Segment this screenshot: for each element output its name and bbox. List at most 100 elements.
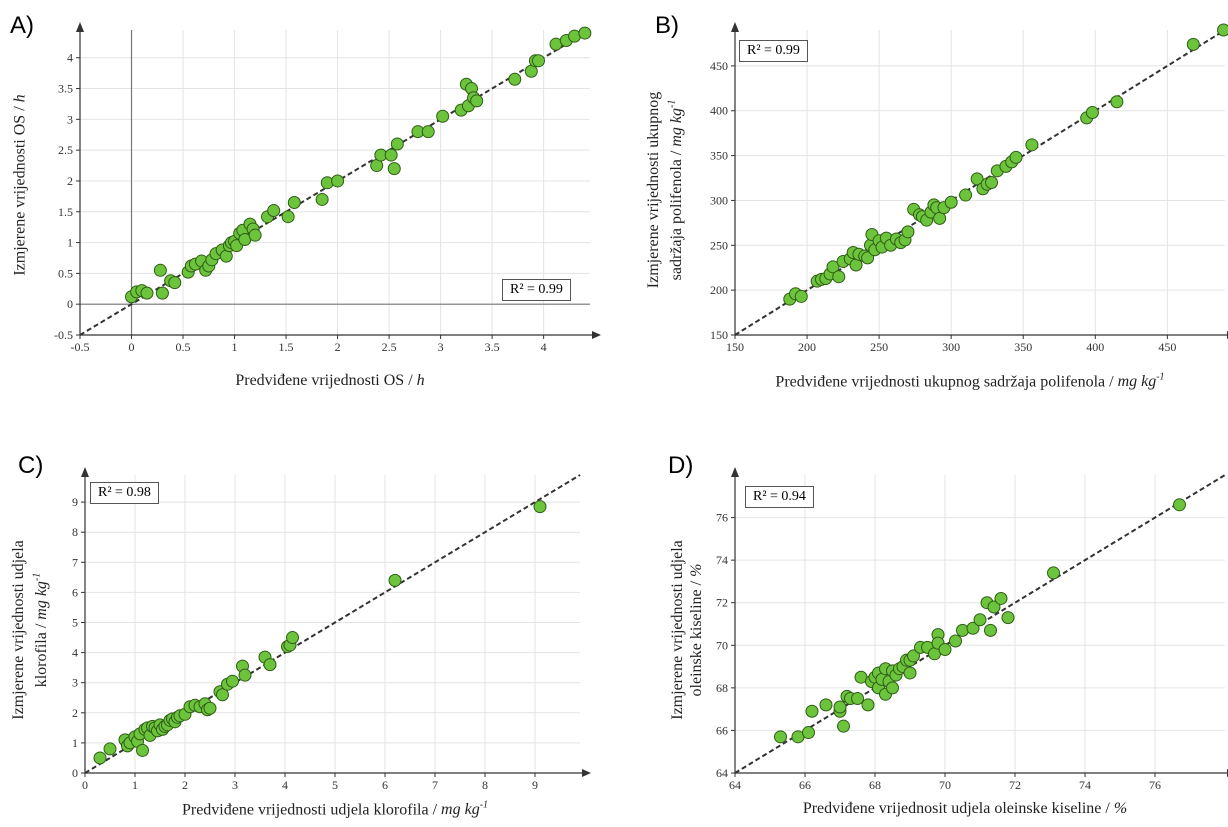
chart-d-data-point [819,698,833,712]
chart-c-y-tick-label: 2 [72,706,78,720]
chart-c-data-point [93,751,107,765]
chart-c-data-point [136,743,149,757]
chart-a-y-tick-label: 3.5 [58,82,73,96]
chart-c-x-tick-label: 4 [282,778,288,792]
chart-c-data-point [286,631,299,645]
panel-b-letter: B) [655,12,679,39]
chart-a-x-tick-label: 0 [129,340,135,354]
chart-a-y-tick-label: 1 [67,236,73,250]
chart-b-y-tick-label: 400 [710,104,728,118]
chart-d-r2-label: R² = 0.94 [753,489,806,504]
chart-c-y-tick-label: 7 [72,555,78,569]
chart-d-x-tick-label: 68 [869,778,881,792]
chart-d-data-point [774,730,787,744]
chart-b-y-tick-label: 150 [710,328,728,342]
chart-b-y-tick-label: 200 [710,283,728,297]
chart-a-data-point [436,109,450,123]
chart-c-y-tick-label: 1 [72,736,78,750]
chart-d-y-tick-label: 66 [716,723,728,737]
chart-a-data-point [331,174,345,188]
chart-d-data-point [833,700,847,714]
chart-a-data-point [384,148,398,162]
chart-a-y-tick-label: 2 [67,174,73,188]
panel-a-letter: A) [10,12,34,39]
chart-c-data-point [103,742,117,756]
chart-c-data-point [226,674,239,688]
chart-c-y-tick-label: 9 [72,495,78,509]
chart-c-y-arrow [81,467,89,477]
chart-a-data-point [287,196,301,210]
chart-d-data-point [984,623,997,637]
chart-d-data-point [966,621,980,635]
chart-a-x-tick-label: 2.5 [382,340,397,354]
chart-d-data-point [938,643,952,657]
chart-b-y-arrow [731,22,739,32]
chart-a-data-point [315,192,329,206]
chart-b-data-point [985,176,999,189]
chart-b-data-point [944,195,958,209]
chart-c-x-tick-label: 5 [332,778,338,792]
chart-b-x-tick-label: 300 [942,340,960,354]
chart-a-x-tick-label: 1.5 [279,340,294,354]
chart-b-x-tick-label: 450 [1158,340,1176,354]
chart-c-y-tick-label: 4 [72,646,78,660]
chart-a-data-point [470,94,484,108]
chart-a-y-arrow [76,22,84,32]
chart-c-x-tick-label: 7 [432,778,438,792]
chart-a-data-point [421,125,435,139]
chart-a-data-point [531,54,545,68]
chart-d-data-point [861,698,875,712]
chart-d-x-tick-label: 72 [1009,778,1021,792]
chart-c-x-tick-label: 0 [82,778,88,792]
chart-a-x-arrow [592,331,601,339]
chart-d-x-tick-label: 70 [939,778,951,792]
chart-d-xlabel: Predviđene vrijednosit udjela oleinske k… [802,800,1128,817]
chart-c-x-tick-label: 8 [482,778,488,792]
chart-d-y-tick-label: 72 [716,596,728,610]
chart-d-data-point [851,692,864,705]
chart-c-xlabel: Predviđene vrijednosti udjela klorofila … [181,800,489,819]
chart-d-data-point [994,591,1008,605]
chart-b-r2-box: R² = 0.99 [739,40,808,62]
chart-a-y-tick-label: 4 [67,51,73,65]
chart-b-r2-label: R² = 0.99 [747,43,800,58]
chart-a-data-point [140,286,154,300]
chart-c-x-tick-label: 1 [132,778,138,792]
chart-d-y-tick-label: 76 [716,511,728,525]
chart-d-data-point [949,634,962,648]
chart-b-x-tick-label: 150 [726,340,744,354]
chart-d-x-tick-label: 76 [1149,778,1161,792]
chart-a-xlabel: Predviđene vrijednosti OS / h [235,372,425,389]
chart-a-y-tick-label: 0.5 [58,266,73,280]
chart-a-x-tick-label: 1 [232,340,238,354]
chart-d-y-tick-label: 68 [716,681,728,695]
chart-b-data-point [826,260,840,274]
panel-c-letter: C) [18,452,44,479]
chart-c-r2-label: R² = 0.98 [98,485,151,500]
chart-d-data-point [805,704,819,718]
chart-d-y-tick-label: 74 [716,553,728,567]
chart-b-data-point [959,188,973,202]
chart-a-data-point [281,210,295,224]
chart-a-y-tick-label: 0 [67,297,73,311]
chart-c-data-point [238,668,252,682]
chart-b-x-tick-label: 200 [798,340,816,354]
chart-b-x-tick-label: 400 [1086,340,1104,354]
chart-b-data-point [1186,37,1200,51]
chart-a-y-tick-label: 1.5 [58,205,73,219]
chart-c-r2-box: R² = 0.98 [90,482,159,504]
chart-b-data-point [1110,95,1124,109]
chart-a-y-tick-label: 3 [67,112,73,126]
chart-b-x-tick-label: 250 [870,340,888,354]
chart-d-data-point [802,726,815,740]
chart-c-data-point [388,573,402,587]
chart-b-data-point [861,251,875,265]
chart-b-y-tick-label: 450 [710,59,728,73]
chart-b-data-point [1025,138,1039,152]
chart-d-data-point [1047,566,1060,580]
chart-d-y-arrow [731,467,739,477]
chart-a-x-tick-label: 4 [541,340,547,354]
